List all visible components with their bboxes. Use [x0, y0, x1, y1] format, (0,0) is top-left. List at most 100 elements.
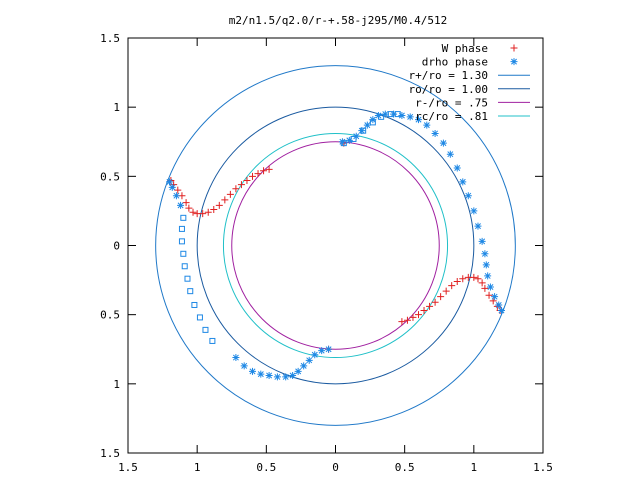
y-axis-ticks: 1.5 1 0.5 0 0.5 1 1.5 — [100, 32, 543, 460]
legend-label: r+/ro = 1.30 — [409, 69, 488, 82]
x-tick-label: 1 — [471, 461, 478, 474]
data-point — [182, 199, 190, 207]
data-point — [369, 119, 376, 126]
x-tick-label: 1.5 — [118, 461, 138, 474]
data-point — [294, 367, 302, 375]
data-point — [174, 186, 182, 194]
series-asterisk — [166, 110, 505, 381]
data-point — [305, 356, 313, 364]
y-tick-label: 0.5 — [100, 309, 120, 322]
circle-r-ro — [231, 141, 440, 350]
data-point — [470, 207, 478, 215]
data-point — [381, 110, 389, 118]
data-point — [232, 354, 240, 362]
data-point — [243, 176, 251, 184]
data-point — [181, 263, 188, 270]
data-point — [166, 178, 173, 186]
data-point — [470, 273, 478, 281]
data-point — [172, 192, 180, 200]
data-point — [193, 210, 201, 218]
data-point — [265, 372, 273, 380]
data-point — [398, 111, 406, 119]
data-point — [481, 284, 489, 292]
data-point — [204, 208, 212, 216]
data-point — [325, 345, 333, 353]
data-point — [185, 204, 193, 212]
x-axis-ticks: 1.5 1 0.5 0 0.5 1 1.5 — [118, 38, 553, 474]
data-point — [474, 275, 482, 283]
data-point — [282, 373, 290, 381]
data-point — [406, 113, 414, 121]
data-point — [363, 121, 371, 129]
y-tick-label: 1.5 — [100, 32, 120, 45]
data-point — [168, 183, 176, 191]
data-point — [378, 113, 385, 120]
legend-label: r-/ro = .75 — [415, 96, 488, 109]
data-point — [442, 287, 450, 295]
data-point — [249, 367, 256, 375]
data-point — [221, 196, 229, 204]
data-point — [345, 136, 353, 144]
data-point — [439, 139, 447, 147]
data-point — [338, 138, 346, 146]
data-point — [409, 313, 417, 321]
data-point — [474, 222, 482, 230]
x-tick-label: 0.5 — [256, 461, 276, 474]
data-point — [184, 275, 191, 282]
data-point — [464, 192, 472, 200]
data-point — [260, 167, 268, 175]
data-point — [289, 372, 297, 380]
data-point — [491, 293, 499, 301]
data-point — [210, 206, 218, 214]
data-point — [249, 172, 256, 180]
data-point — [360, 127, 367, 134]
data-point — [498, 307, 505, 315]
circle-roro — [196, 106, 475, 385]
data-point — [431, 298, 439, 306]
data-point — [177, 201, 185, 209]
data-point — [481, 250, 489, 258]
legend-label: rc/ro = .81 — [415, 110, 488, 123]
data-point — [191, 301, 198, 308]
data-point — [226, 190, 234, 198]
series-square — [178, 111, 401, 344]
data-point — [350, 135, 357, 142]
data-point — [187, 288, 194, 295]
chart-title: m2/n1.5/q2.0/r-+.58-j295/M0.4/512 — [229, 14, 448, 27]
data-point — [240, 362, 248, 370]
data-point — [265, 165, 273, 173]
data-point — [254, 170, 262, 178]
data-point — [189, 208, 197, 216]
data-point — [484, 272, 492, 280]
data-point — [300, 362, 308, 370]
data-point — [196, 314, 203, 321]
x-tick-label: 1.5 — [533, 461, 553, 474]
data-point — [394, 111, 401, 118]
y-tick-label: 1 — [113, 101, 120, 114]
data-point — [209, 337, 216, 344]
data-point — [311, 351, 319, 359]
x-tick-label: 1 — [194, 461, 201, 474]
data-point — [387, 111, 394, 118]
data-point — [431, 129, 439, 137]
data-point — [453, 164, 461, 172]
reference-circles — [155, 65, 516, 426]
data-point — [257, 370, 265, 378]
data-point — [180, 250, 187, 257]
data-point — [420, 307, 428, 315]
data-point — [415, 116, 422, 124]
data-series — [166, 110, 505, 381]
x-tick-label: 0.5 — [395, 461, 415, 474]
data-point — [459, 275, 467, 283]
data-point — [232, 185, 240, 193]
data-point — [478, 237, 486, 245]
data-point — [358, 127, 366, 135]
data-point — [423, 121, 431, 129]
data-point — [398, 318, 406, 326]
data-point — [459, 178, 467, 186]
circle-rcro — [222, 132, 449, 359]
circle-r+ro — [155, 65, 516, 426]
data-point — [215, 201, 223, 209]
